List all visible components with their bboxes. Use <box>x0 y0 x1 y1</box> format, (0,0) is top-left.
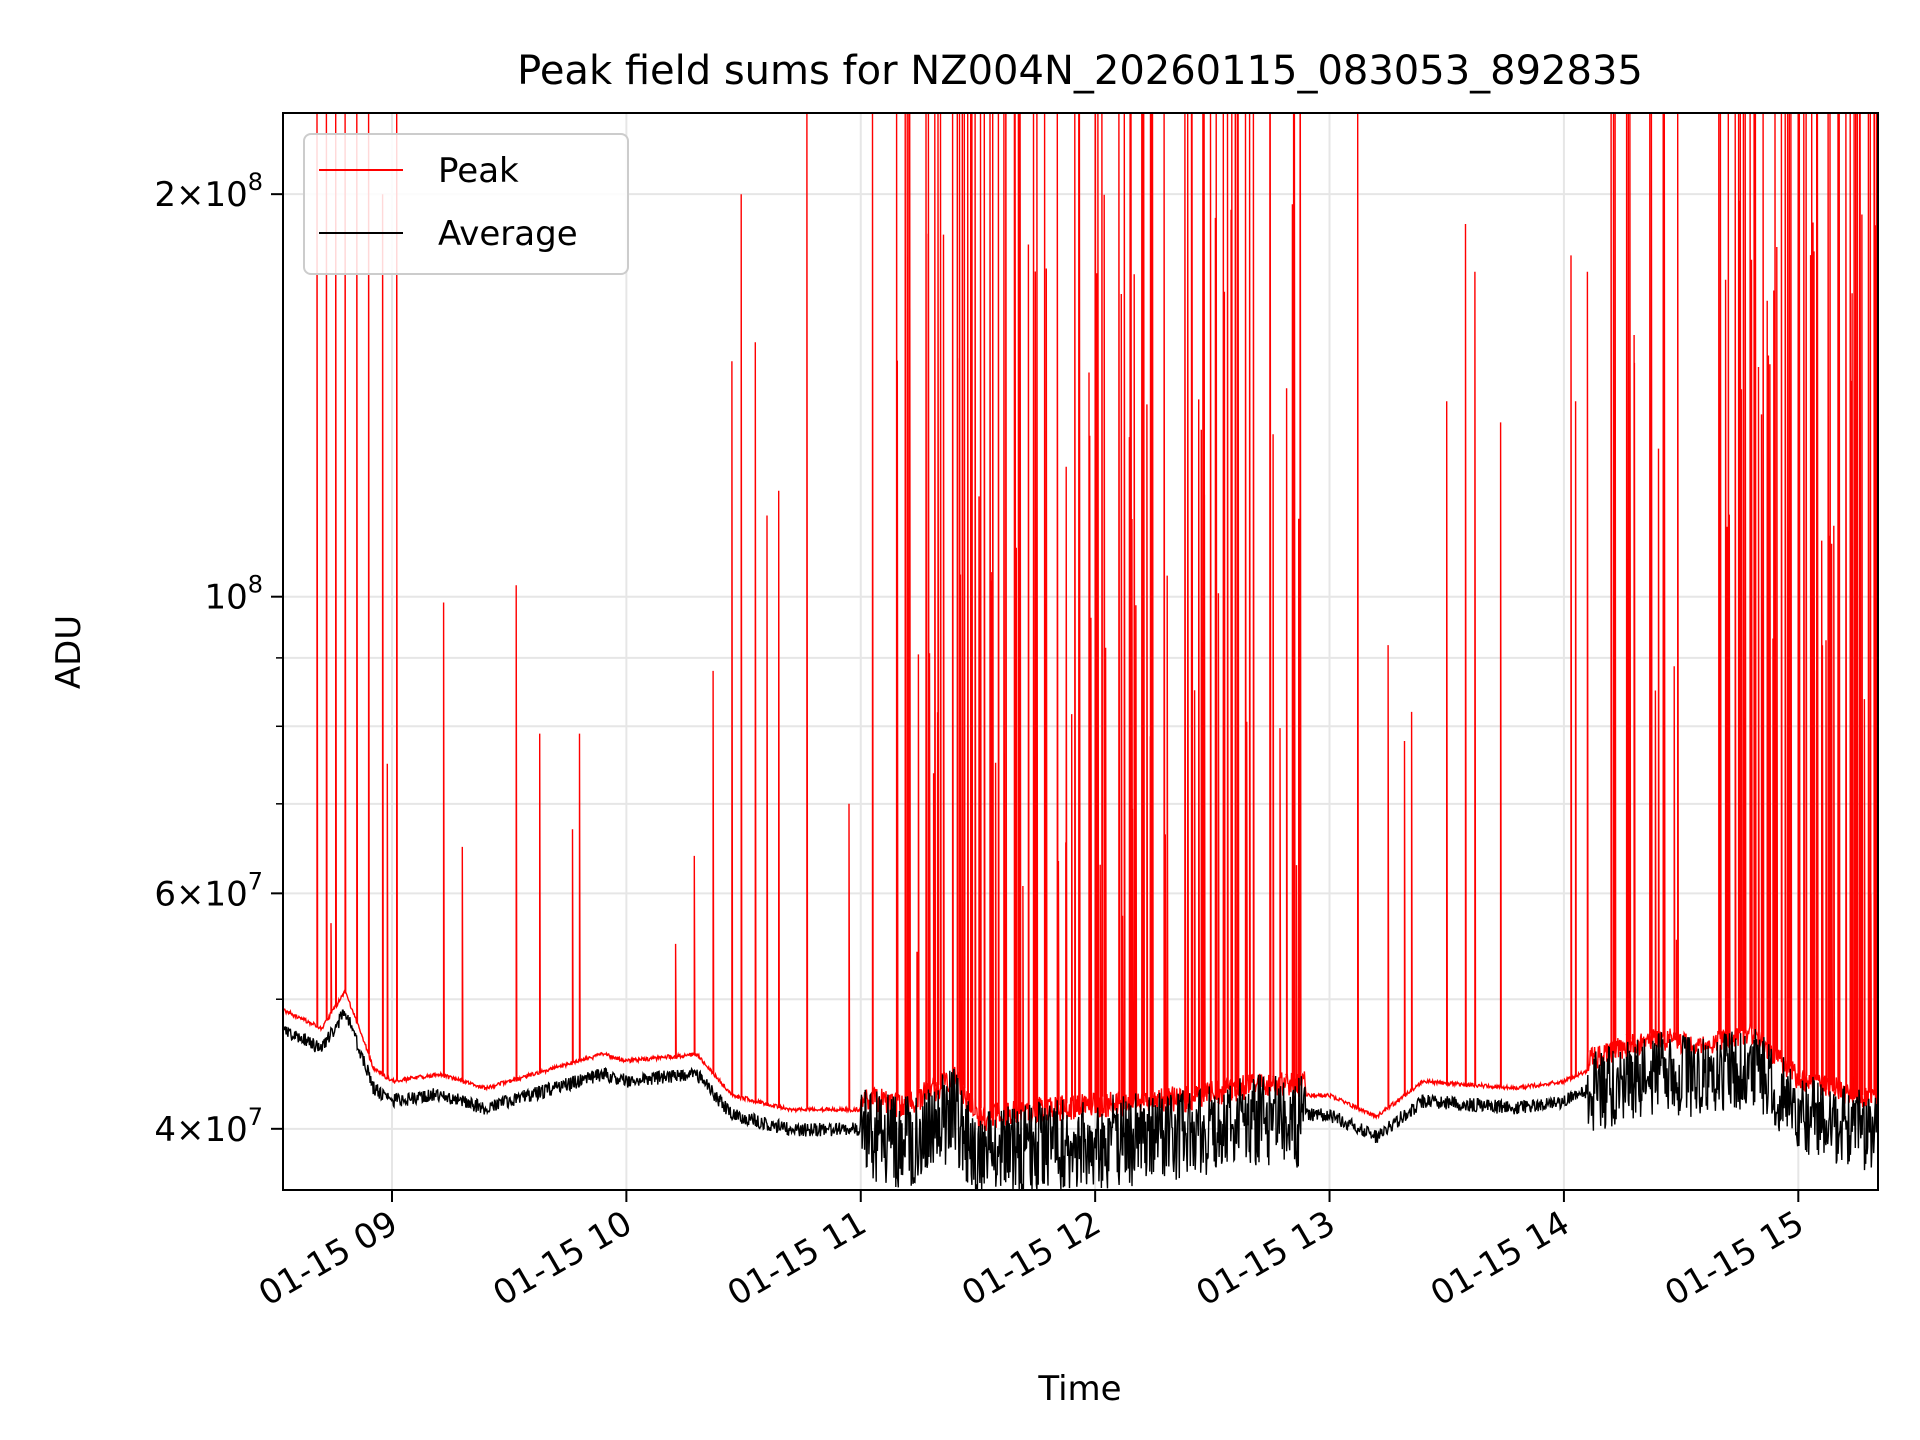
y-tick-label: 4×107 <box>154 1103 263 1150</box>
average-series-line <box>283 1009 1878 1190</box>
legend: Peak Average <box>303 133 629 275</box>
y-tick-label: 108 <box>204 571 263 618</box>
legend-peak-label: Peak <box>438 151 519 191</box>
peak-line <box>283 113 1878 1132</box>
chart-title: Peak field sums for NZ004N_20260115_0830… <box>517 48 1643 94</box>
x-axis-label: Time <box>1037 1369 1121 1409</box>
legend-average-label: Average <box>438 214 578 254</box>
y-tick-label: 2×108 <box>154 168 263 215</box>
y-tick-label: 6×107 <box>154 867 263 914</box>
average-line <box>283 1009 1878 1190</box>
y-axis-ticks: 4×107 6×107 108 2×108 <box>154 168 283 1150</box>
peak-series-line <box>283 113 1878 1132</box>
y-axis-label: ADU <box>49 615 89 689</box>
plot-area-frame <box>282 112 1879 1191</box>
